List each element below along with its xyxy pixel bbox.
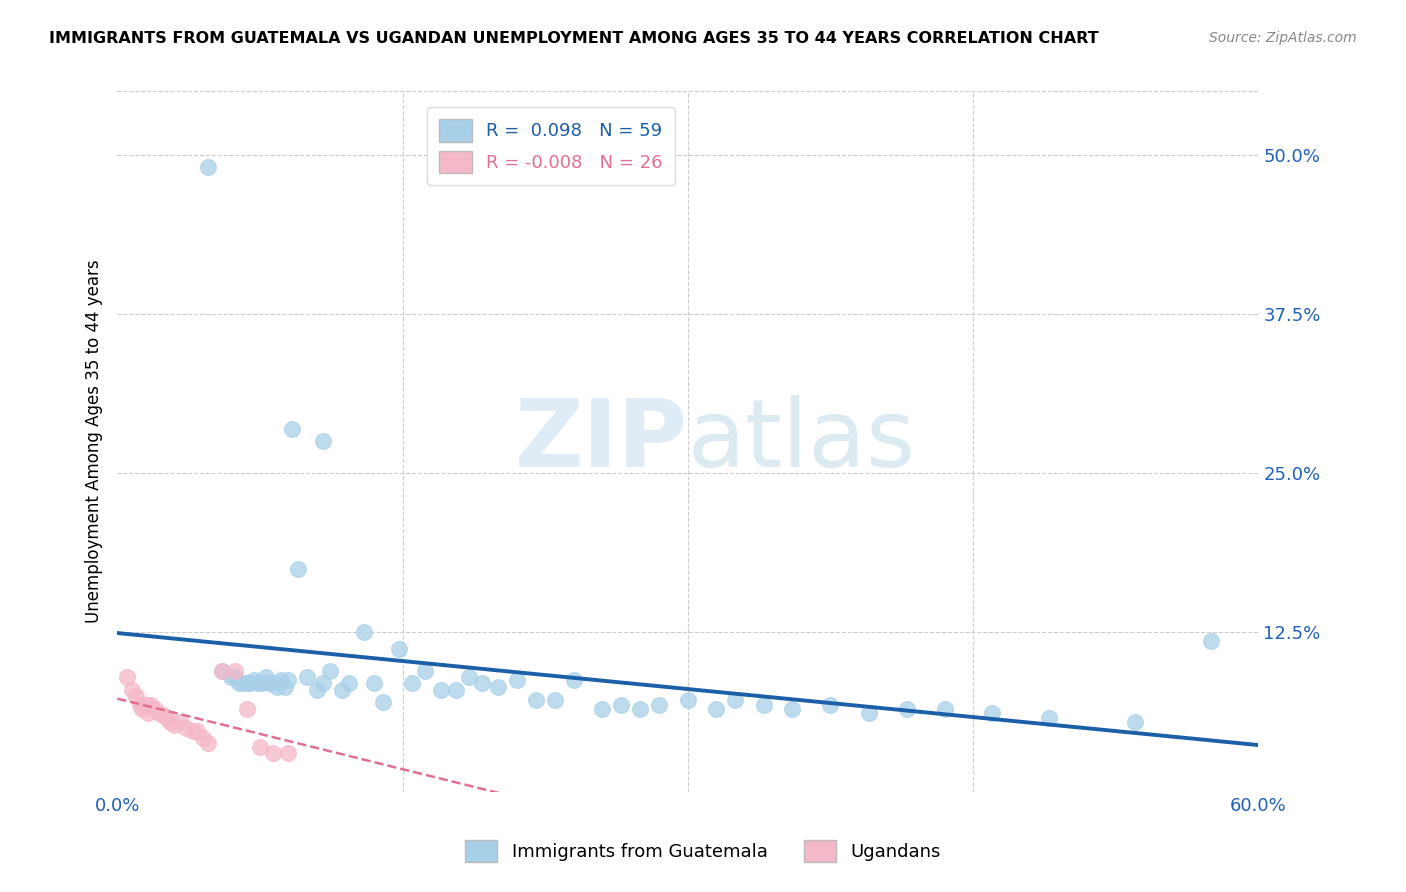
Point xyxy=(858,706,880,720)
Point xyxy=(281,421,304,435)
Point xyxy=(319,664,342,678)
Point xyxy=(373,696,395,710)
Point xyxy=(1199,634,1222,648)
Point xyxy=(254,670,277,684)
Point xyxy=(224,664,246,678)
Point xyxy=(174,721,197,735)
Point xyxy=(337,676,360,690)
Point xyxy=(262,676,284,690)
Point xyxy=(610,698,633,712)
Point xyxy=(115,670,138,684)
Point xyxy=(297,670,319,684)
Point xyxy=(141,698,163,712)
Point xyxy=(250,676,273,690)
Point xyxy=(125,689,148,703)
Point xyxy=(401,676,423,690)
Point xyxy=(121,682,143,697)
Point xyxy=(981,706,1004,720)
Point xyxy=(505,673,527,687)
Point xyxy=(706,702,728,716)
Point xyxy=(235,676,257,690)
Point xyxy=(724,693,747,707)
Point xyxy=(311,676,333,690)
Point xyxy=(131,702,153,716)
Text: atlas: atlas xyxy=(688,395,917,487)
Point xyxy=(249,740,271,755)
Point xyxy=(353,625,375,640)
Legend: Immigrants from Guatemala, Ugandans: Immigrants from Guatemala, Ugandans xyxy=(457,833,949,870)
Point xyxy=(934,702,956,716)
Point xyxy=(1038,711,1060,725)
Point xyxy=(330,682,353,697)
Legend: R =  0.098   N = 59, R = -0.008   N = 26: R = 0.098 N = 59, R = -0.008 N = 26 xyxy=(426,107,675,186)
Point xyxy=(136,706,159,720)
Point xyxy=(211,664,233,678)
Point xyxy=(232,676,254,690)
Point xyxy=(221,670,243,684)
Text: IMMIGRANTS FROM GUATEMALA VS UGANDAN UNEMPLOYMENT AMONG AGES 35 TO 44 YEARS CORR: IMMIGRANTS FROM GUATEMALA VS UGANDAN UNE… xyxy=(49,31,1099,46)
Y-axis label: Unemployment Among Ages 35 to 44 years: Unemployment Among Ages 35 to 44 years xyxy=(86,260,103,624)
Point xyxy=(211,664,233,678)
Point xyxy=(266,680,288,694)
Point xyxy=(224,670,246,684)
Point xyxy=(186,723,208,738)
Point xyxy=(591,702,613,716)
Point xyxy=(782,702,804,716)
Point xyxy=(544,693,567,707)
Point xyxy=(191,731,214,746)
Point xyxy=(262,747,284,761)
Point xyxy=(471,676,494,690)
Point xyxy=(896,702,918,716)
Point xyxy=(235,702,257,716)
Point xyxy=(197,161,219,175)
Point xyxy=(311,434,333,449)
Point xyxy=(277,673,299,687)
Point xyxy=(246,676,269,690)
Point xyxy=(676,693,699,707)
Point xyxy=(486,680,509,694)
Point xyxy=(277,747,299,761)
Point xyxy=(152,708,174,723)
Point xyxy=(197,736,219,750)
Point xyxy=(562,673,585,687)
Point xyxy=(239,676,262,690)
Point xyxy=(163,718,186,732)
Point xyxy=(159,714,181,729)
Point xyxy=(228,676,250,690)
Point xyxy=(752,698,775,712)
Text: Source: ZipAtlas.com: Source: ZipAtlas.com xyxy=(1209,31,1357,45)
Point xyxy=(820,698,842,712)
Point xyxy=(1123,714,1146,729)
Point xyxy=(429,682,451,697)
Point xyxy=(169,714,191,729)
Point xyxy=(648,698,671,712)
Point xyxy=(135,698,157,712)
Point xyxy=(287,562,309,576)
Point xyxy=(388,642,411,657)
Point xyxy=(458,670,481,684)
Point xyxy=(129,698,152,712)
Point xyxy=(270,673,292,687)
Point xyxy=(243,673,266,687)
Point xyxy=(148,706,170,720)
Point xyxy=(415,664,437,678)
Point xyxy=(259,676,281,690)
Text: ZIP: ZIP xyxy=(515,395,688,487)
Point xyxy=(156,711,179,725)
Point xyxy=(444,682,467,697)
Point xyxy=(143,702,166,716)
Point xyxy=(363,676,385,690)
Point xyxy=(273,680,295,694)
Point xyxy=(628,702,651,716)
Point xyxy=(524,693,547,707)
Point xyxy=(305,682,328,697)
Point xyxy=(181,723,204,738)
